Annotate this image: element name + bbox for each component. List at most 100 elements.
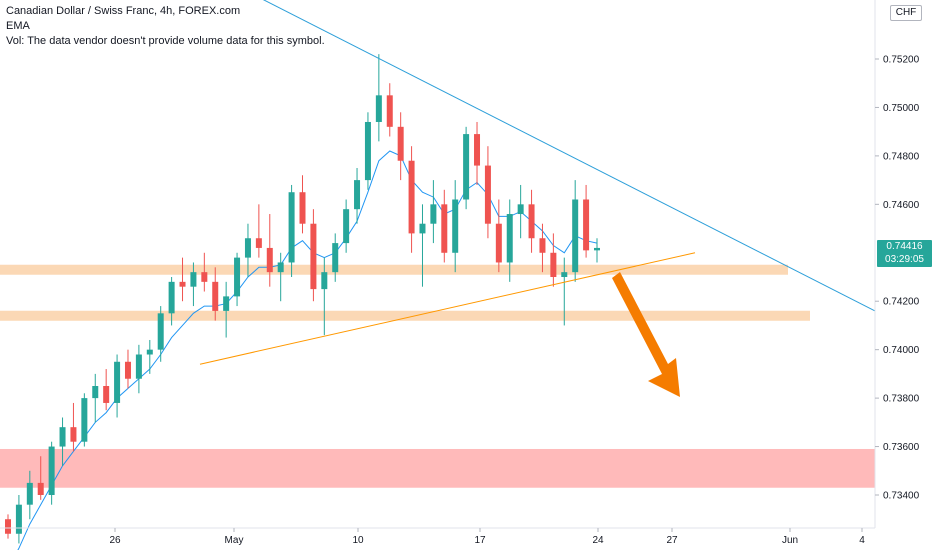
- candle: [452, 180, 459, 273]
- currency-badge[interactable]: CHF: [890, 5, 922, 21]
- candle: [266, 214, 273, 287]
- candle-body: [190, 272, 197, 287]
- candle-body: [430, 204, 437, 224]
- candle: [343, 199, 350, 253]
- candle: [539, 223, 546, 273]
- candle-countdown: 03:29:05: [885, 254, 924, 265]
- time-tick-label: 17: [474, 535, 486, 546]
- price-tick-label: 0.75000: [883, 103, 920, 114]
- candle: [474, 121, 481, 185]
- candle: [561, 257, 568, 326]
- trendlines: [180, 0, 876, 365]
- candle-body: [364, 121, 371, 181]
- candle: [223, 281, 230, 338]
- candle-body: [212, 281, 219, 311]
- candle-body: [343, 209, 350, 244]
- candle-body: [495, 223, 502, 263]
- candle-body: [244, 238, 251, 258]
- candle: [321, 257, 328, 336]
- candle: [495, 199, 502, 273]
- trendline-descending[interactable]: [180, 0, 876, 312]
- candle-body: [288, 192, 295, 263]
- price-tick-label: 0.73600: [883, 442, 920, 453]
- candle-body: [103, 386, 110, 403]
- candle-body: [223, 296, 230, 311]
- candle-body: [594, 247, 600, 251]
- candle: [157, 306, 164, 362]
- candle-body: [168, 281, 175, 314]
- price-tick-label: 0.74000: [883, 345, 920, 356]
- candle-body: [146, 349, 153, 355]
- candle: [277, 252, 284, 302]
- candle-body: [299, 192, 306, 224]
- price-tick-label: 0.73800: [883, 394, 920, 405]
- candle-body: [408, 160, 415, 234]
- candle-body: [201, 272, 208, 282]
- candle: [430, 180, 437, 244]
- time-tick-label: May: [225, 535, 244, 546]
- symbol-title: Canadian Dollar / Swiss Franc, 4h, FOREX…: [6, 5, 241, 17]
- candle-body: [419, 223, 426, 234]
- indicator-label: EMA: [6, 20, 30, 32]
- candle: [234, 252, 241, 307]
- candle: [70, 402, 77, 452]
- candle: [386, 83, 393, 137]
- candle-body: [506, 214, 513, 263]
- candle: [288, 184, 295, 277]
- candle: [201, 252, 208, 292]
- zone-support: [0, 310, 810, 321]
- zone-resistance-support: [0, 264, 788, 275]
- candle-body: [37, 482, 44, 495]
- time-axis[interactable]: 26 May 10 17 24 27 Jun 4: [109, 528, 865, 546]
- candle-body: [179, 281, 186, 287]
- candle: [408, 146, 415, 253]
- time-tick-label: Jun: [782, 535, 798, 546]
- price-tick-label: 0.75200: [883, 55, 920, 66]
- candle: [59, 417, 66, 466]
- candle: [179, 257, 186, 302]
- candle-body: [354, 180, 361, 210]
- candle: [244, 223, 251, 277]
- candle-body: [277, 262, 284, 273]
- candle: [463, 126, 470, 210]
- time-tick-label: 10: [352, 535, 364, 546]
- price-axis[interactable]: 0.75200 0.75000 0.74800 0.74600 0.74200 0.740…: [875, 55, 920, 502]
- candle: [92, 373, 99, 423]
- price-tick-label: 0.74600: [883, 200, 920, 211]
- candle: [375, 54, 382, 142]
- candle: [48, 441, 55, 505]
- candle: [146, 339, 153, 374]
- candle-body: [539, 238, 546, 253]
- time-tick-label: 26: [109, 535, 121, 546]
- candle: [594, 238, 600, 263]
- candle: [583, 184, 590, 258]
- candle: [190, 262, 197, 307]
- candle-body: [114, 361, 121, 403]
- candle: [103, 369, 110, 411]
- price-tick-label: 0.74200: [883, 297, 920, 308]
- candle-body: [70, 427, 77, 442]
- candlesticks: [5, 54, 600, 544]
- last-price-value: 0.74416: [886, 241, 923, 252]
- candle-body: [474, 134, 481, 166]
- candle: [299, 175, 306, 234]
- candle-body: [157, 313, 164, 350]
- candle: [517, 184, 524, 239]
- chart-legend: Canadian Dollar / Swiss Franc, 4h, FOREX…: [6, 4, 325, 49]
- price-tick-label: 0.74800: [883, 151, 920, 162]
- candle: [135, 344, 142, 394]
- price-tick-label: 0.73400: [883, 491, 920, 502]
- candle-body: [386, 95, 393, 127]
- candle-body: [26, 482, 33, 505]
- candle: [572, 180, 579, 282]
- candle-body: [528, 204, 535, 239]
- trendline-ascending[interactable]: [199, 252, 696, 365]
- candle: [354, 168, 361, 224]
- candle: [528, 189, 535, 253]
- candle: [168, 277, 175, 326]
- candle: [26, 470, 33, 520]
- candle: [37, 456, 44, 500]
- candle: [81, 393, 88, 447]
- candle-body: [583, 199, 590, 251]
